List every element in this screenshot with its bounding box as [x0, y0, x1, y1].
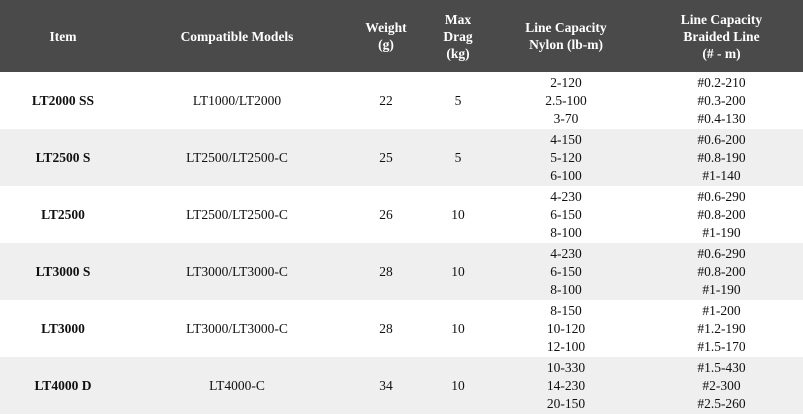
braided-capacity-cell: #1-200 #1.2-190 #1.5-170	[640, 300, 803, 357]
braided-capacity-value: #1.2-190	[697, 320, 746, 336]
weight-cell: 34	[348, 357, 424, 414]
compatible-models-cell: LT2500/LT2500-C	[126, 186, 348, 243]
nylon-capacity-value: 8-150	[550, 302, 582, 318]
braided-capacity-value: #0.8-190	[697, 149, 746, 165]
nylon-capacity-cell: 4-230 6-150 8-100	[492, 186, 640, 243]
braided-capacity-value: #2.5-260	[697, 395, 746, 411]
nylon-capacity-value: 4-230	[550, 245, 582, 261]
nylon-capacity-value: 2-120	[550, 74, 582, 90]
header-nylon-line: Line Capacity	[525, 20, 607, 35]
nylon-capacity-value: 6-150	[550, 263, 582, 279]
compatible-models-cell: LT1000/LT2000	[126, 72, 348, 129]
braided-capacity-value: #0.6-290	[697, 188, 746, 204]
braided-capacity-cell: #0.6-290 #0.8-200 #1-190	[640, 186, 803, 243]
braided-capacity-value: #0.6-290	[697, 245, 746, 261]
weight-cell: 22	[348, 72, 424, 129]
max-drag-cell: 5	[424, 72, 492, 129]
braided-capacity-cell: #0.6-200 #0.8-190 #1-140	[640, 129, 803, 186]
nylon-capacity-cell: 4-230 6-150 8-100	[492, 243, 640, 300]
table-row: LT3000 LT3000/LT3000-C 28 10 8-150 10-120 12-1…	[0, 300, 803, 357]
item-cell: LT3000 S	[0, 243, 126, 300]
braided-capacity-cell: #1.5-430 #2-300 #2.5-260	[640, 357, 803, 414]
braided-capacity-value: #0.8-200	[697, 206, 746, 222]
nylon-capacity-value: 6-150	[550, 206, 582, 222]
table-row: LT2500 LT2500/LT2500-C 26 10 4-230 6-150 8-100…	[0, 186, 803, 243]
item-cell: LT2500 S	[0, 129, 126, 186]
table-row: LT2500 S LT2500/LT2500-C 25 5 4-150 5-120 6-10…	[0, 129, 803, 186]
weight-cell: 26	[348, 186, 424, 243]
header-drag-line: Drag	[443, 28, 473, 44]
max-drag-cell: 10	[424, 243, 492, 300]
item-cell: LT4000 D	[0, 357, 126, 414]
header-weight-line: Weight	[365, 20, 407, 35]
nylon-capacity-value: 10-120	[546, 320, 586, 336]
table-row: LT4000 D LT4000-C 34 10 10-330 14-230 20-150 #1…	[0, 357, 803, 414]
header-line-capacity-nylon: Line Capacity Nylon (lb-m)	[492, 0, 640, 72]
header-drag-line: Max	[444, 11, 472, 27]
table-row: LT3000 S LT3000/LT3000-C 28 10 4-230 6-150 8-1…	[0, 243, 803, 300]
nylon-capacity-value: 4-150	[550, 131, 582, 147]
weight-cell: 25	[348, 129, 424, 186]
header-drag-line: (kg)	[446, 45, 470, 61]
header-weight: Weight (g)	[348, 0, 424, 72]
nylon-capacity-cell: 8-150 10-120 12-100	[492, 300, 640, 357]
braided-capacity-value: #1-190	[702, 224, 741, 240]
nylon-capacity-value: 5-120	[550, 149, 582, 165]
braided-capacity-value: #0.6-200	[697, 131, 746, 147]
braided-capacity-value: #0.8-200	[697, 263, 746, 279]
header-braid-line: Line Capacity	[680, 11, 763, 27]
braided-capacity-cell: #0.2-210 #0.3-200 #0.4-130	[640, 72, 803, 129]
braided-capacity-value: #1-200	[702, 302, 741, 318]
header-weight-line: (g)	[378, 37, 394, 52]
nylon-capacity-value: 8-100	[550, 224, 582, 240]
braided-capacity-value: #1-140	[702, 167, 741, 183]
nylon-capacity-cell: 2-120 2.5-100 3-70	[492, 72, 640, 129]
nylon-capacity-value: 12-100	[546, 338, 586, 354]
table-row: LT2000 SS LT1000/LT2000 22 5 2-120 2.5-100 3-7…	[0, 72, 803, 129]
item-cell: LT2500	[0, 186, 126, 243]
nylon-capacity-value: 20-150	[546, 395, 586, 411]
compatible-models-cell: LT3000/LT3000-C	[126, 300, 348, 357]
nylon-capacity-value: 14-230	[546, 377, 586, 393]
header-row: Item Compatible Models Weight (g) Max Dr…	[0, 0, 803, 72]
braided-capacity-value: #1-190	[702, 281, 741, 297]
braided-capacity-value: #0.4-130	[697, 110, 746, 126]
max-drag-cell: 10	[424, 186, 492, 243]
braided-capacity-value: #1.5-170	[697, 338, 746, 354]
header-nylon-line: Nylon (lb-m)	[529, 37, 603, 52]
nylon-capacity-value: 8-100	[550, 281, 582, 297]
max-drag-cell: 10	[424, 300, 492, 357]
header-compatible-models: Compatible Models	[126, 0, 348, 72]
weight-cell: 28	[348, 300, 424, 357]
nylon-capacity-cell: 4-150 5-120 6-100	[492, 129, 640, 186]
nylon-capacity-value: 2.5-100	[545, 92, 587, 108]
nylon-capacity-value: 10-330	[546, 359, 586, 375]
braided-capacity-value: #1.5-430	[697, 359, 746, 375]
max-drag-cell: 10	[424, 357, 492, 414]
item-cell: LT3000	[0, 300, 126, 357]
header-line-capacity-braided: Line Capacity Braided Line (# - m)	[640, 0, 803, 72]
nylon-capacity-value: 3-70	[553, 110, 579, 126]
item-cell: LT2000 SS	[0, 72, 126, 129]
header-item: Item	[0, 0, 126, 72]
braided-capacity-cell: #0.6-290 #0.8-200 #1-190	[640, 243, 803, 300]
nylon-capacity-value: 4-230	[550, 188, 582, 204]
header-max-drag: Max Drag (kg)	[424, 0, 492, 72]
compatible-models-cell: LT2500/LT2500-C	[126, 129, 348, 186]
nylon-capacity-cell: 10-330 14-230 20-150	[492, 357, 640, 414]
header-braid-line: (# - m)	[702, 45, 741, 61]
compatible-models-cell: LT4000-C	[126, 357, 348, 414]
compatible-models-cell: LT3000/LT3000-C	[126, 243, 348, 300]
max-drag-cell: 5	[424, 129, 492, 186]
braided-capacity-value: #0.2-210	[697, 74, 746, 90]
nylon-capacity-value: 6-100	[550, 167, 582, 183]
braided-capacity-value: #0.3-200	[697, 92, 746, 108]
weight-cell: 28	[348, 243, 424, 300]
braided-capacity-value: #2-300	[702, 377, 741, 393]
header-braid-line: Braided Line	[683, 28, 760, 44]
